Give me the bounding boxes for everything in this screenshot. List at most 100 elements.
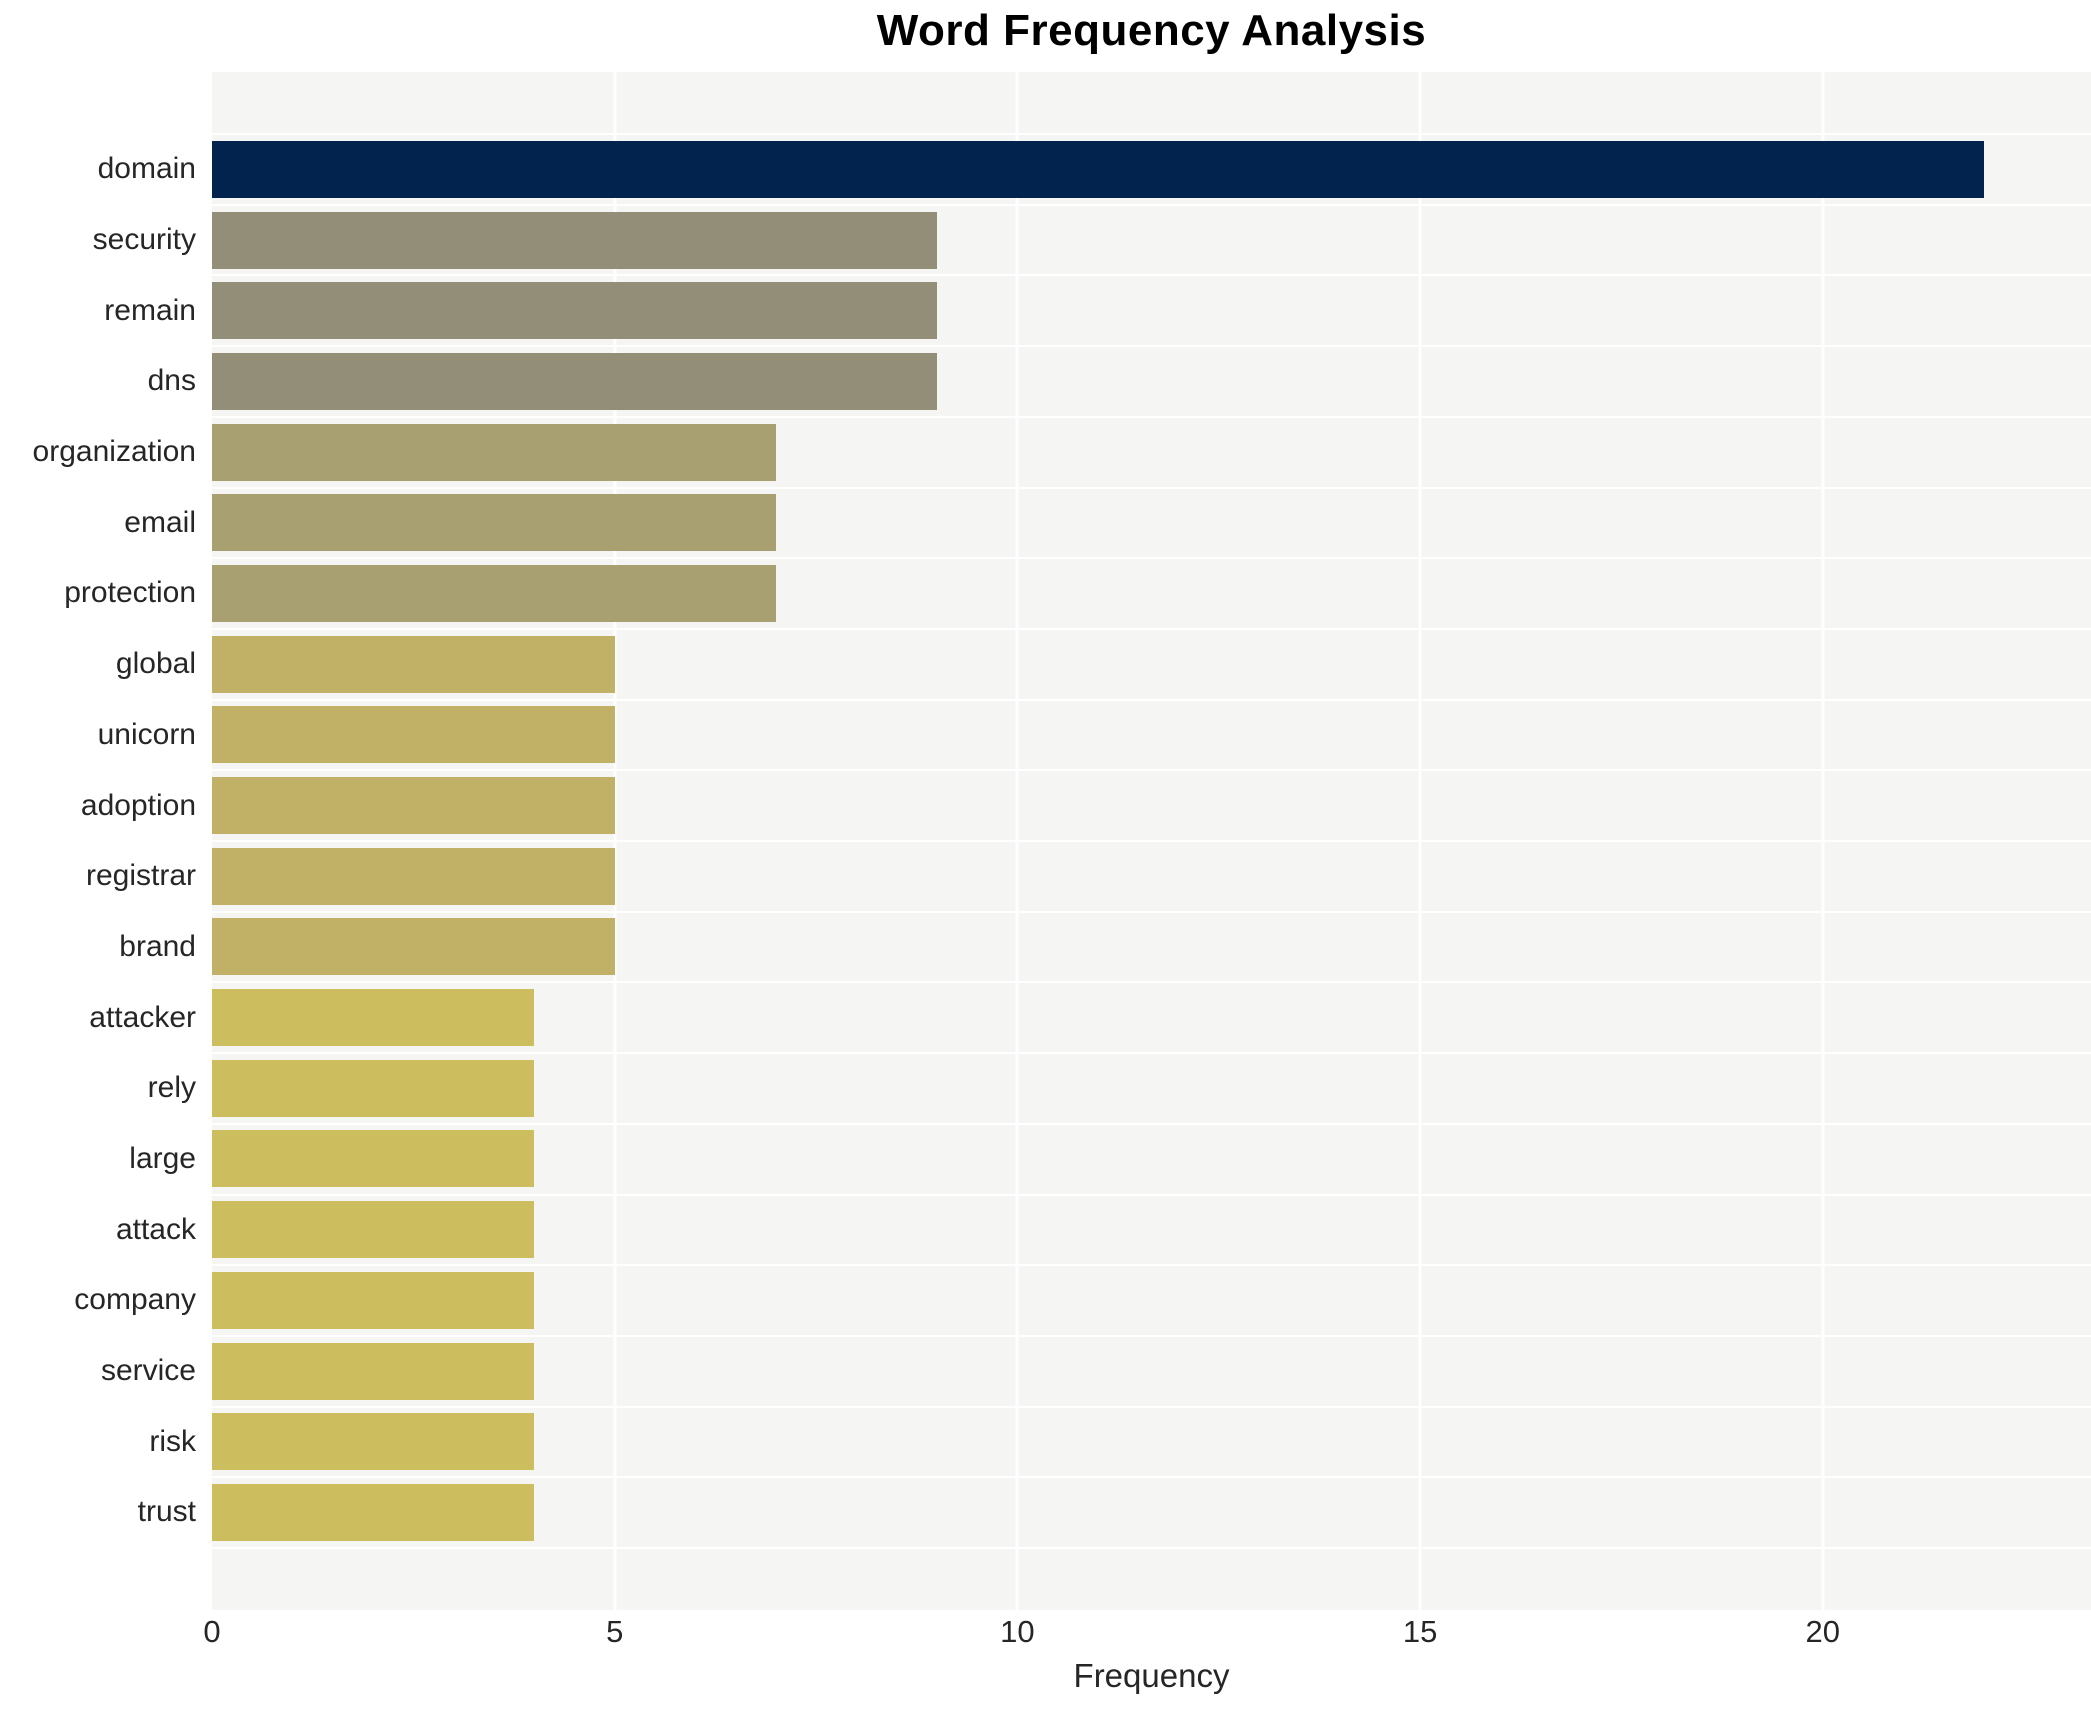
bar-track (212, 275, 2091, 346)
frequency-bar (212, 564, 776, 622)
x-tick-label: 0 (203, 1614, 221, 1649)
frequency-bar (212, 423, 776, 481)
bar-track (212, 558, 2091, 629)
frequency-bar (212, 1201, 535, 1259)
vertical-gridline (1821, 72, 1825, 1610)
frequency-bar (212, 282, 937, 340)
bar-row: domain (0, 134, 2091, 205)
horizontal-gridline (212, 486, 2091, 489)
frequency-bar (212, 1483, 535, 1541)
frequency-bar (212, 777, 615, 835)
frequency-bar (212, 989, 535, 1047)
category-label: brand (119, 929, 196, 963)
bar-track (212, 841, 2091, 912)
bar-row: protection (0, 558, 2091, 629)
category-label: trust (137, 1495, 196, 1529)
frequency-bar (212, 211, 937, 269)
category-label: registrar (85, 859, 196, 893)
bar-row: trust (0, 1477, 2091, 1548)
category-label: risk (149, 1424, 196, 1458)
horizontal-gridline (212, 1122, 2091, 1125)
bar-row: large (0, 1124, 2091, 1195)
chart-title: Word Frequency Analysis (876, 6, 1427, 55)
category-label: company (74, 1283, 196, 1317)
horizontal-gridline (212, 1334, 2091, 1337)
category-label: attack (115, 1212, 196, 1246)
bar-track (212, 417, 2091, 488)
frequency-bar (212, 1413, 535, 1471)
category-label: adoption (80, 788, 196, 822)
category-label: email (124, 505, 196, 539)
bar-track (212, 346, 2091, 417)
bar-track (212, 1406, 2091, 1477)
bar-track (212, 1336, 2091, 1407)
bar-track (212, 629, 2091, 700)
x-axis-label: Frequency (1073, 1657, 1230, 1694)
frequency-bar (212, 1130, 535, 1188)
bar-row: attack (0, 1194, 2091, 1265)
bar-rows: domain security remain dns organization email… (0, 134, 2091, 1548)
bar-row: risk (0, 1406, 2091, 1477)
category-label: unicorn (97, 717, 196, 751)
horizontal-gridline (212, 1405, 2091, 1408)
category-label: rely (147, 1071, 196, 1105)
x-tick-label: 10 (1000, 1614, 1035, 1649)
bar-track (212, 134, 2091, 205)
category-label: domain (97, 152, 196, 186)
vertical-gridline (1418, 72, 1422, 1610)
horizontal-gridline (212, 557, 2091, 560)
bar-row: rely (0, 1053, 2091, 1124)
horizontal-gridline (212, 203, 2091, 206)
bar-row: email (0, 487, 2091, 558)
horizontal-gridline (212, 627, 2091, 630)
category-label: attacker (89, 1000, 196, 1034)
frequency-bar (212, 352, 937, 410)
bar-row: registrar (0, 841, 2091, 912)
frequency-bar (212, 847, 615, 905)
x-tick-label: 20 (1805, 1614, 1841, 1649)
horizontal-gridline (212, 1193, 2091, 1196)
bar-row: security (0, 205, 2091, 276)
frequency-bar (212, 706, 615, 764)
bar-track (212, 982, 2091, 1053)
bar-track (212, 912, 2091, 983)
bar-track (212, 770, 2091, 841)
bar-row: global (0, 629, 2091, 700)
horizontal-gridline (212, 133, 2091, 135)
bar-row: dns (0, 346, 2091, 417)
horizontal-gridline (212, 1052, 2091, 1055)
bar-track (212, 487, 2091, 558)
vertical-gridline (1015, 72, 1019, 1610)
bar-row: service (0, 1336, 2091, 1407)
horizontal-gridline (212, 769, 2091, 772)
bar-row: brand (0, 912, 2091, 983)
bar-track (212, 205, 2091, 276)
horizontal-gridline (212, 840, 2091, 842)
bar-track (212, 700, 2091, 771)
category-label: remain (104, 293, 196, 327)
bar-track (212, 1477, 2091, 1548)
bar-track (212, 1265, 2091, 1336)
bar-row: attacker (0, 982, 2091, 1053)
bar-row: company (0, 1265, 2091, 1336)
horizontal-gridline (212, 274, 2091, 277)
horizontal-gridline (212, 345, 2091, 348)
bar-row: organization (0, 417, 2091, 488)
category-label: organization (32, 435, 196, 469)
frequency-bar (212, 1342, 535, 1400)
frequency-bar (212, 635, 615, 693)
category-label: service (100, 1354, 196, 1388)
category-label: global (115, 647, 196, 681)
frequency-bar (212, 494, 776, 552)
horizontal-gridline (212, 698, 2091, 701)
x-tick-label: 15 (1402, 1614, 1438, 1649)
frequency-bar (212, 1271, 535, 1329)
category-label: protection (64, 576, 196, 610)
frequency-bar (212, 140, 1984, 198)
bar-track (212, 1124, 2091, 1195)
category-label: large (129, 1141, 196, 1175)
frequency-bar (212, 1059, 535, 1117)
horizontal-gridline (212, 415, 2091, 418)
frequency-bar (212, 918, 615, 976)
